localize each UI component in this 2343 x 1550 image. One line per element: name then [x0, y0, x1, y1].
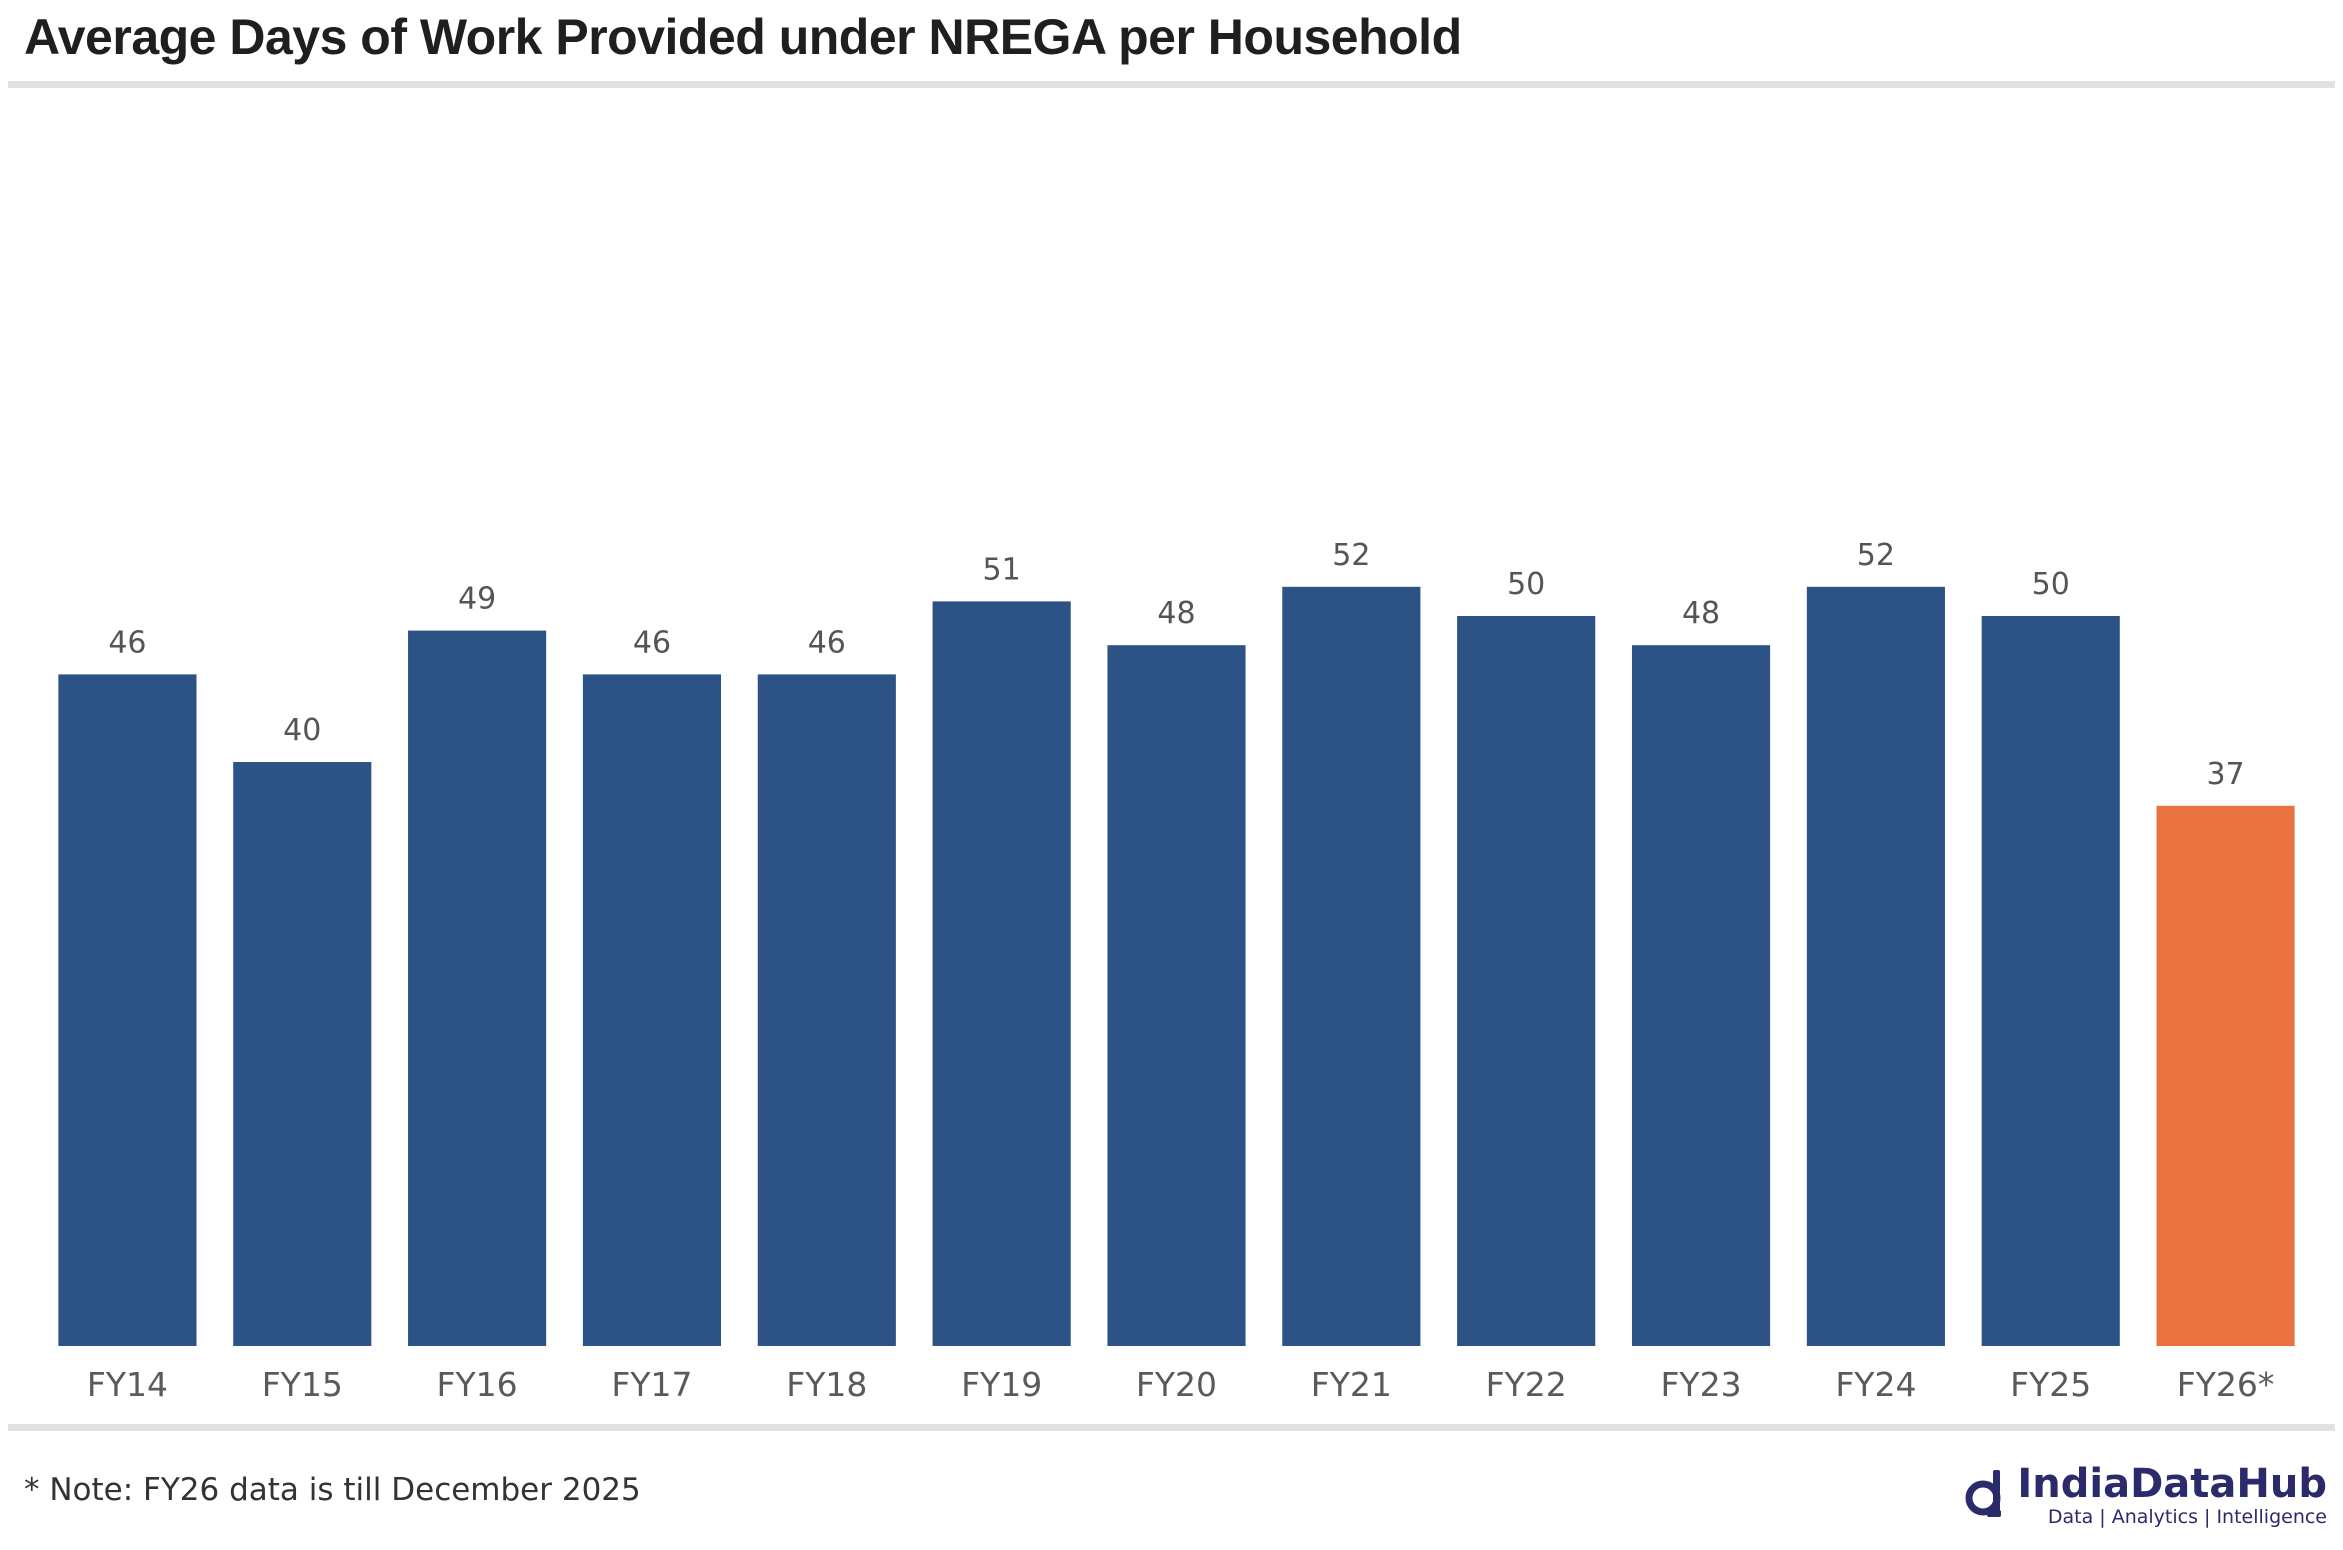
x-tick-label: FY24	[1835, 1365, 1916, 1404]
logo-tagline: Data | Analytics | Intelligence	[2047, 1506, 2327, 1528]
data-label: 46	[808, 625, 846, 660]
bar-chart: 46 FY14 40 FY15 49 FY16 46 FY17 46 FY18 51 FY19 48 FY…	[58, 538, 2295, 1404]
bar-fy19	[932, 601, 1071, 1346]
data-label: 48	[1682, 596, 1720, 631]
data-label: 49	[458, 582, 496, 617]
brand-logo: IndiaDataHub Data | Analytics | Intellig…	[1963, 1462, 2327, 1528]
logo-mark-icon	[1965, 1470, 2002, 1517]
bar-fy20	[1107, 645, 1246, 1346]
x-tick-label: FY17	[611, 1365, 692, 1404]
footer-divider	[8, 1424, 2335, 1431]
data-label: 37	[2206, 757, 2244, 792]
x-tick-label: FY15	[262, 1365, 343, 1404]
data-label: 52	[1332, 538, 1370, 573]
x-tick-label: FY26*	[2177, 1365, 2275, 1404]
x-tick-label: FY23	[1660, 1365, 1741, 1404]
data-label: 51	[983, 552, 1021, 587]
data-label: 48	[1157, 596, 1195, 631]
x-tick-label: FY14	[87, 1365, 168, 1404]
data-label: 40	[283, 713, 321, 748]
bar-fy26	[2156, 805, 2295, 1346]
chart-title: Average Days of Work Provided under NREG…	[24, 9, 1462, 65]
logo-name: IndiaDataHub	[2017, 1461, 2327, 1507]
bar-fy14	[58, 674, 197, 1346]
x-tick-label: FY25	[2010, 1365, 2091, 1404]
data-label: 46	[108, 625, 146, 660]
bar-fy23	[1631, 645, 1771, 1346]
data-label: 50	[1507, 567, 1545, 602]
bar-fy16	[408, 630, 547, 1346]
bar-fy15	[233, 762, 372, 1346]
data-label: 46	[633, 625, 671, 660]
x-tick-label: FY22	[1486, 1365, 1567, 1404]
x-tick-label: FY16	[437, 1365, 518, 1404]
bar-fy22	[1457, 616, 1596, 1346]
x-tick-label: FY18	[786, 1365, 867, 1404]
bar-fy25	[1981, 616, 2120, 1346]
footnote: * Note: FY26 data is till December 2025	[24, 1472, 641, 1508]
x-tick-label: FY19	[961, 1365, 1042, 1404]
x-tick-label: FY20	[1136, 1365, 1217, 1404]
bar-fy17	[582, 674, 722, 1346]
bar-fy21	[1282, 586, 1421, 1346]
data-label: 50	[2032, 567, 2070, 602]
title-divider	[8, 81, 2335, 88]
x-tick-label: FY21	[1311, 1365, 1392, 1404]
bar-fy24	[1806, 586, 1945, 1346]
data-label: 52	[1857, 538, 1895, 573]
bar-fy18	[757, 674, 896, 1346]
